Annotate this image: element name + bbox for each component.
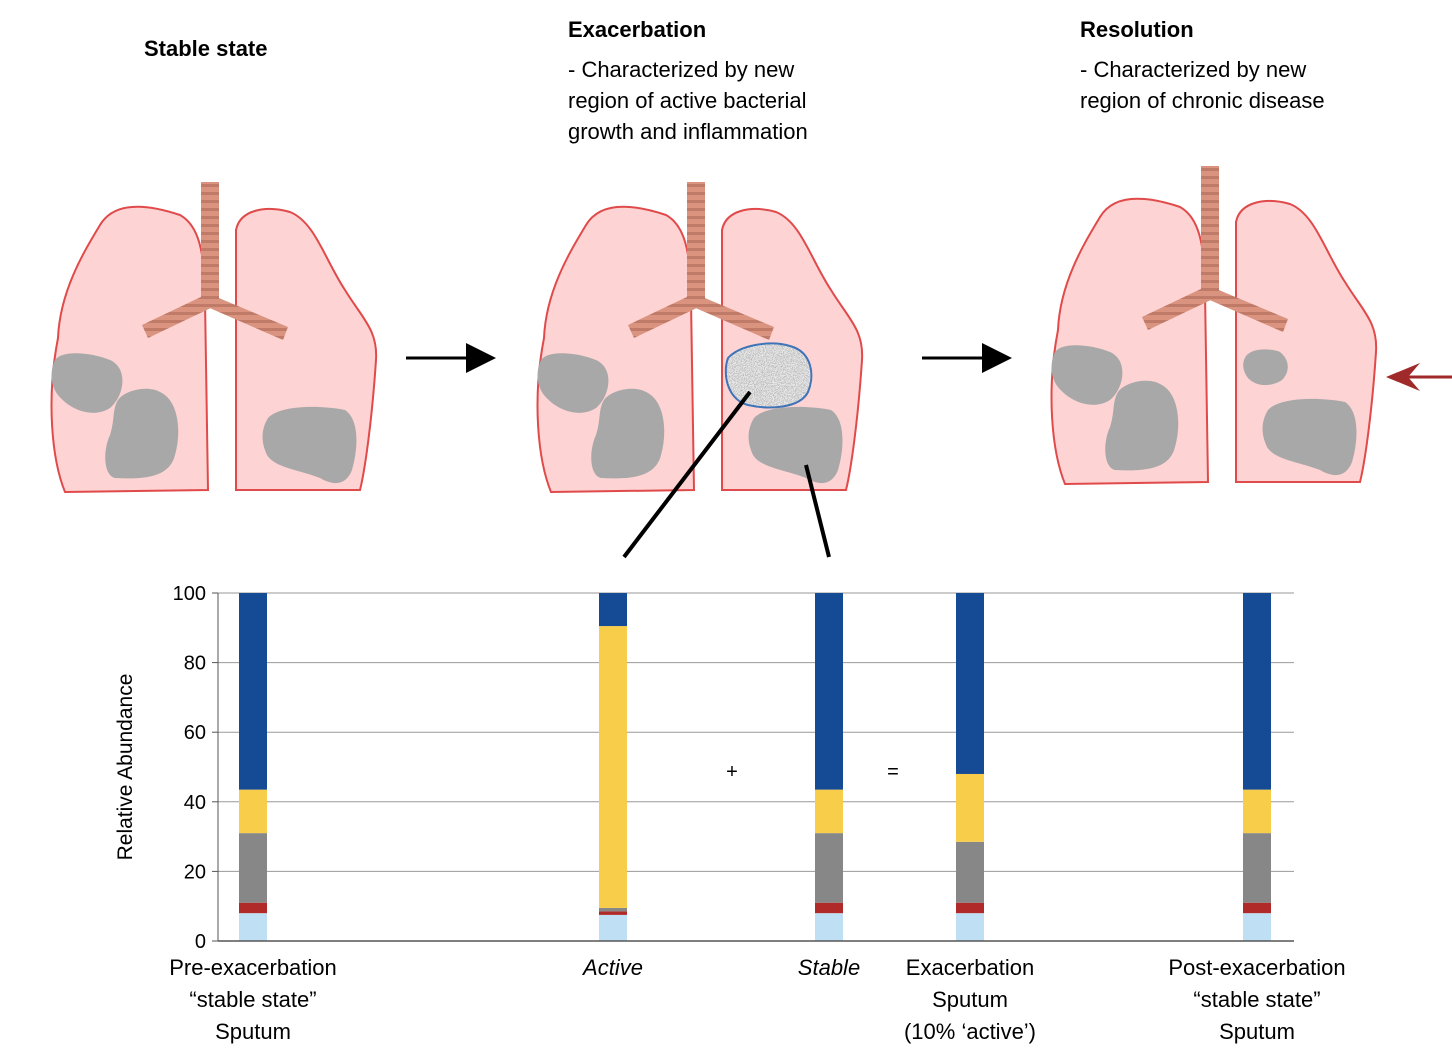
lungs-resolution: [1050, 166, 1378, 486]
lesion: [537, 353, 609, 413]
plus-operator: +: [726, 761, 738, 783]
x-category-label: Stable: [797, 955, 861, 980]
trachea: [687, 182, 705, 304]
y-tick-label: 80: [184, 653, 206, 675]
y-tick-label: 20: [184, 861, 206, 883]
highlight-arrow: [1386, 363, 1452, 391]
bar-segment: [599, 914, 627, 941]
pointer-stable: [804, 464, 831, 558]
abundance-chart: 0 20 40 60 80 100 + =: [173, 583, 1294, 953]
bar-segment: [599, 626, 627, 908]
stage-title-resolution: Resolution: [1080, 17, 1194, 42]
lungs-exacerbation: [536, 182, 864, 494]
x-category-label: Active: [583, 955, 643, 980]
bar-segment: [956, 913, 984, 941]
bar-segment: [239, 789, 267, 834]
bar-segment: [815, 902, 843, 914]
lesion-stable-region: [748, 406, 843, 484]
bar-segment: [815, 789, 843, 834]
bar-segment: [1243, 902, 1271, 914]
bar-segment: [815, 593, 843, 790]
right-bronchus: [1205, 288, 1288, 332]
lesion: [1051, 345, 1123, 405]
lesion: [591, 388, 665, 479]
lesion-new-chronic: [1243, 349, 1288, 386]
bar-segment: [1243, 833, 1271, 903]
y-tick-label: 100: [173, 583, 206, 605]
stage-title-exacerbation: Exacerbation: [568, 17, 707, 42]
y-tick-label: 60: [184, 722, 206, 744]
lesion: [262, 406, 357, 484]
bar-segment: [239, 593, 267, 790]
bar-segment: [956, 841, 984, 903]
lesion: [105, 388, 179, 479]
stage-desc-resolution: - Characterized by new region of chronic…: [1080, 57, 1325, 113]
bar-segment: [815, 913, 843, 941]
trachea: [201, 182, 219, 304]
active-region: [724, 342, 813, 409]
x-category-label: Exacerbation Sputum (10% ‘active’): [903, 955, 1037, 1044]
lungs-stable: [50, 182, 378, 494]
right-bronchus: [205, 296, 288, 340]
bar-segment: [815, 833, 843, 903]
left-bronchus: [628, 295, 701, 338]
pointer-active: [622, 390, 752, 559]
lesion: [1262, 398, 1357, 476]
lesion: [1105, 380, 1179, 471]
x-category-label: Pre-exacerbation “stable state” Sputum: [169, 955, 337, 1044]
lesion: [51, 353, 123, 413]
bar-segment: [599, 911, 627, 915]
bar-segment: [1243, 789, 1271, 834]
x-category-label: Post-exacerbation “stable state” Sputum: [1168, 955, 1346, 1044]
bar-segment: [1243, 593, 1271, 790]
bar-segment: [239, 902, 267, 914]
equals-operator: =: [887, 761, 899, 783]
stage-title-stable: Stable state: [144, 36, 268, 61]
bar-segment: [956, 773, 984, 842]
bar-segment: [239, 913, 267, 941]
bars: [239, 593, 1271, 941]
y-tick-label: 0: [195, 931, 206, 953]
bar-segment: [239, 833, 267, 903]
bar-segment: [956, 902, 984, 914]
bar-segment: [1243, 913, 1271, 941]
y-tick-label: 40: [184, 792, 206, 814]
y-axis-ticks: 0 20 40 60 80 100: [173, 583, 218, 953]
trachea: [1201, 166, 1219, 296]
bar-segment: [956, 593, 984, 774]
gridlines: [218, 592, 1294, 872]
bar-segment: [599, 907, 627, 912]
right-bronchus: [691, 296, 774, 340]
bar-segment: [599, 593, 627, 627]
y-axis-label: Relative Abundance: [114, 673, 137, 861]
left-bronchus: [1142, 287, 1215, 330]
stage-desc-exacerbation: - Characterized by new region of active …: [568, 57, 808, 144]
left-bronchus: [142, 295, 215, 338]
